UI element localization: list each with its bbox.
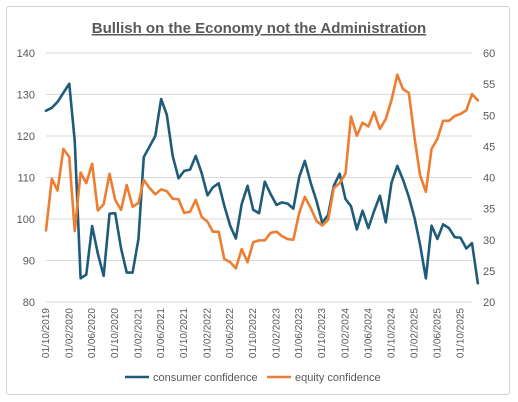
x-tick-label: 01/10/2022 xyxy=(248,308,259,358)
y-left-tick-label: 110 xyxy=(17,173,35,185)
series-lines xyxy=(44,73,480,285)
x-tick-label: 01/06/2024 xyxy=(363,308,374,358)
x-tick-label: 01/06/2022 xyxy=(225,308,236,358)
x-tick-label: 01/10/2021 xyxy=(179,308,190,358)
y-right-tick-label: 55 xyxy=(483,79,495,91)
y-right-tick-label: 40 xyxy=(483,173,495,185)
legend-label-2: equity confidence xyxy=(295,372,381,384)
x-tick-label: 01/02/2022 xyxy=(202,308,213,358)
y-left-tick-label: 80 xyxy=(23,297,35,309)
y-right-tick-label: 35 xyxy=(483,204,495,216)
chart-frame xyxy=(6,6,510,395)
x-tick-label: 01/02/2025 xyxy=(410,308,421,358)
y-left-tick-label: 120 xyxy=(17,131,35,143)
y-right-tick-label: 45 xyxy=(483,141,495,153)
x-tick-label: 01/02/2021 xyxy=(133,308,144,358)
x-tick-label: 01/10/2025 xyxy=(455,308,466,358)
y-right-tick-label: 50 xyxy=(483,110,495,122)
y-left-tick-label: 90 xyxy=(23,256,35,268)
chart-title: Bullish on the Economy not the Administr… xyxy=(92,20,426,37)
x-tick-label: 01/06/2021 xyxy=(156,308,167,358)
y-right-tick-label: 20 xyxy=(483,297,495,309)
series-line-1 xyxy=(44,82,480,285)
x-tick-label: 01/10/2024 xyxy=(386,308,397,358)
y-left-tick-label: 140 xyxy=(17,48,35,60)
y-axis-left: 80 90 100 110 120 130 140 xyxy=(17,48,35,309)
x-tick-label: 01/06/2020 xyxy=(87,308,98,358)
gridlines xyxy=(46,52,472,303)
x-tick-label: 01/06/2023 xyxy=(294,308,305,358)
y-left-tick-label: 100 xyxy=(17,214,35,226)
x-tick-label: 01/10/2023 xyxy=(317,308,328,358)
series-line-2 xyxy=(44,73,480,270)
x-tick-label: 01/02/2020 xyxy=(64,308,75,358)
y-left-tick-label: 130 xyxy=(17,90,35,102)
y-right-tick-label: 60 xyxy=(483,48,495,60)
legend: consumer confidence equity confidence xyxy=(125,372,381,384)
y-right-tick-label: 25 xyxy=(483,266,495,278)
y-axis-right: 20 25 30 35 40 45 50 55 60 xyxy=(483,48,495,309)
x-axis: 01/10/2019 01/02/2020 01/06/2020 01/10/2020… xyxy=(41,308,466,358)
x-tick-label: 01/06/2025 xyxy=(432,308,443,358)
x-tick-label: 01/10/2019 xyxy=(41,308,52,358)
y-right-tick-label: 30 xyxy=(483,235,495,247)
x-tick-label: 01/02/2024 xyxy=(341,308,352,358)
x-tick-label: 01/02/2023 xyxy=(271,308,282,358)
x-tick-label: 01/10/2020 xyxy=(110,308,121,358)
legend-label-1: consumer confidence xyxy=(153,372,258,384)
